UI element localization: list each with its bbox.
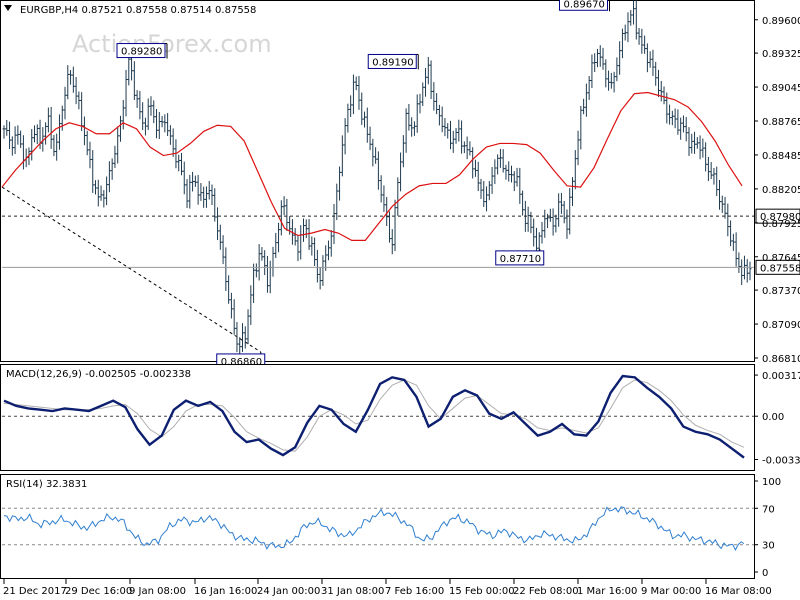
annotation-box [116, 43, 166, 59]
rsi-axis-label: 0 [762, 568, 768, 579]
price-level-box [755, 208, 800, 224]
price-axis-label: 0.88765 [762, 117, 800, 128]
macd-panel: MACD(12,26,9) -0.002505 -0.002338 0.0031… [0, 364, 800, 471]
time-axis-label: 9 Jan 08:00 [129, 586, 186, 597]
rsi-panel-title: RSI(14) 32.3831 [6, 479, 87, 490]
annotation-box [559, 0, 608, 11]
price-axis-label: 0.87645 [762, 253, 800, 264]
macd-line [3, 374, 745, 459]
annotation-box [495, 250, 545, 266]
time-axis-label: 15 Feb 00:00 [449, 586, 515, 597]
rsi-axis-label: 70 [762, 504, 775, 515]
rsi-axis-label: 30 [762, 541, 775, 552]
annotation-label: 0.89280 [121, 47, 162, 58]
price-axis-label: 0.87925 [762, 219, 800, 230]
price-axis-label: 0.89045 [762, 83, 800, 94]
dropdown-arrow-icon[interactable] [4, 5, 12, 11]
moving-average-line [1, 91, 743, 242]
macd-axis-label: 0.00 [762, 412, 784, 423]
price-level-label: 0.87558 [760, 263, 800, 274]
price-axis-label: 0.88485 [762, 151, 800, 162]
price-axis-label: 0.87090 [762, 320, 800, 331]
price-axis-label: 0.89600 [762, 16, 800, 27]
time-axis-label: 24 Jan 00:00 [257, 586, 320, 597]
macd-axis-label: -0.003344 [762, 456, 800, 467]
macd-panel-frame [0, 364, 755, 471]
time-axis-label: 1 Mar 16:00 [577, 586, 637, 597]
annotation-label: 0.89190 [372, 57, 413, 68]
time-axis-label: 21 Dec 2017 [3, 586, 67, 597]
time-axis-label: 9 Mar 00:00 [641, 586, 701, 597]
rsi-panel-frame [0, 474, 755, 579]
macd-axis-label: 0.003177 [762, 371, 800, 382]
annotation-box [367, 53, 417, 69]
price-panel-title: EURGBP,H4 0.87521 0.87558 0.87514 0.8755… [20, 5, 256, 16]
rsi-axis-label: 100 [762, 477, 781, 488]
time-axis-label: 16 Jan 16:00 [194, 586, 257, 597]
macd-signal-line [3, 379, 745, 452]
rsi-line [3, 506, 745, 551]
watermark: ActionForex.com [72, 30, 272, 58]
time-axis-label: 31 Jan 08:00 [321, 586, 384, 597]
time-axis-label: 22 Feb 08:00 [513, 586, 579, 597]
price-level-box [755, 259, 800, 275]
price-axis-label: 0.87370 [762, 286, 800, 297]
price-level-label: 0.87980 [760, 212, 800, 223]
price-axis-label: 0.86810 [762, 354, 800, 365]
price-axis-label: 0.88205 [762, 185, 800, 196]
annotation-label: 0.89670 [564, 0, 605, 10]
time-axis-label: 29 Dec 16:00 [65, 586, 132, 597]
time-axis-label: 16 Mar 08:00 [705, 586, 772, 597]
annotation-label: 0.86860 [221, 357, 262, 368]
price-axis-label: 0.89325 [762, 49, 800, 60]
price-panel: ActionForex.com 0.87980 0.87558 0.89280 0.… [0, 0, 800, 369]
time-axis-label: 7 Feb 16:00 [385, 586, 444, 597]
macd-panel-title: MACD(12,26,9) -0.002505 -0.002338 [6, 369, 191, 380]
annotation-label: 0.87710 [500, 254, 541, 265]
rsi-panel: RSI(14) 32.3831 100 70 30 0 [0, 474, 781, 579]
